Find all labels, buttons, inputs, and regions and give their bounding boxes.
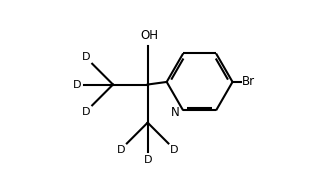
Text: D: D	[82, 107, 90, 117]
Text: Br: Br	[242, 76, 255, 88]
Text: OH: OH	[141, 29, 159, 42]
Text: D: D	[82, 52, 90, 62]
Text: N: N	[171, 106, 179, 119]
Text: D: D	[72, 80, 81, 90]
Text: D: D	[143, 155, 152, 165]
Text: D: D	[170, 145, 179, 155]
Text: D: D	[117, 145, 125, 155]
